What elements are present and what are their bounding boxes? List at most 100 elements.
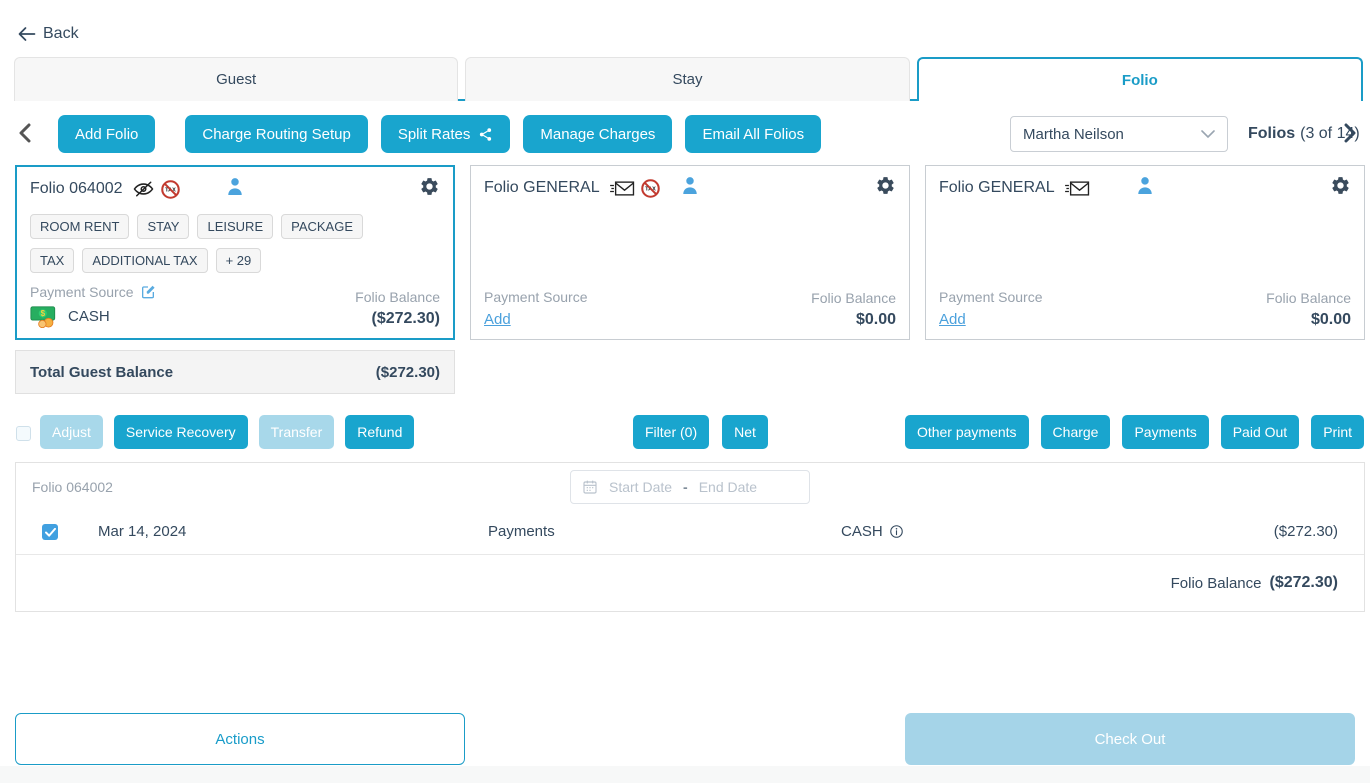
folio-tag: LEISURE — [197, 214, 274, 239]
folio-balance-label: Folio Balance — [1266, 290, 1351, 306]
gear-icon[interactable] — [419, 176, 440, 202]
folio-title: Folio GENERAL — [484, 179, 600, 196]
folio-tag: PACKAGE — [281, 214, 364, 239]
service-recovery-label: Service Recovery — [125, 424, 236, 440]
chevron-down-icon — [1201, 129, 1215, 139]
transaction-row[interactable]: Mar 14, 2024 Payments CASH ($272.30) — [16, 511, 1364, 555]
tab-folio[interactable]: Folio — [916, 57, 1363, 101]
manage-charges-button[interactable]: Manage Charges — [523, 115, 673, 153]
card-bottom-row: Payment Source Add Folio Balance $0.00 — [939, 289, 1351, 329]
folio-balance-label: Folio Balance — [811, 290, 896, 306]
add-payment-source-link[interactable]: Add — [484, 311, 511, 328]
print-button[interactable]: Print — [1311, 415, 1364, 449]
ops-center-group: Filter (0) Net — [633, 415, 768, 449]
payment-source-label: Payment Source — [939, 289, 1043, 305]
email-all-folios-button[interactable]: Email All Folios — [685, 115, 822, 153]
back-arrow-icon — [18, 26, 36, 42]
chevron-left-icon[interactable] — [18, 123, 32, 148]
table-folio-balance-value: ($272.30) — [1269, 574, 1339, 591]
edit-icon[interactable] — [140, 284, 156, 300]
share-icon — [478, 127, 493, 142]
filter-button[interactable]: Filter (0) — [633, 415, 710, 449]
service-recovery-button[interactable]: Service Recovery — [113, 415, 248, 449]
gear-icon[interactable] — [875, 175, 896, 201]
folio-title-icons — [1064, 180, 1090, 197]
total-guest-balance: Total Guest Balance ($272.30) — [15, 350, 455, 394]
row-checkbox-checked[interactable] — [42, 524, 58, 540]
cash-icon: $ — [30, 305, 60, 328]
payment-source-label: Payment Source — [30, 284, 134, 300]
transactions-panel: Folio 064002 Start Date - End Date Mar 1… — [15, 462, 1365, 612]
bottom-strip — [0, 766, 1370, 783]
folio-card-general-1[interactable]: Folio GENERAL TAX Paym — [470, 165, 910, 340]
adjust-button[interactable]: Adjust — [40, 415, 103, 449]
start-date-input[interactable]: Start Date — [609, 479, 673, 495]
date-range-picker[interactable]: Start Date - End Date — [570, 470, 810, 504]
folio-card-general-2[interactable]: Folio GENERAL Payment Source Add — [925, 165, 1365, 340]
transactions-footer: Folio Balance ($272.30) — [16, 555, 1364, 611]
folio-cards: Folio 064002 TAX ROOM RENT — [15, 165, 1365, 340]
card-title-row: Folio GENERAL TAX — [484, 176, 896, 200]
end-date-input[interactable]: End Date — [698, 479, 758, 495]
tab-stay[interactable]: Stay — [465, 57, 910, 101]
transactions-header: Folio 064002 Start Date - End Date — [16, 463, 1364, 511]
chevron-right-icon[interactable] — [1343, 123, 1357, 148]
guest-selector[interactable]: Martha Neilson — [1010, 116, 1228, 152]
actions-button[interactable]: Actions — [15, 713, 465, 765]
folio-toolbar: Add Folio Charge Routing Setup Split Rat… — [58, 115, 822, 153]
check-out-label: Check Out — [1094, 730, 1166, 748]
tab-folio-label: Folio — [1121, 71, 1158, 89]
card-bottom-row: Payment Source Add Folio Balance $0.00 — [484, 289, 896, 329]
charge-button[interactable]: Charge — [1040, 415, 1111, 449]
transfer-button[interactable]: Transfer — [258, 415, 335, 449]
charge-routing-setup-button[interactable]: Charge Routing Setup — [185, 115, 368, 153]
net-label: Net — [734, 424, 756, 440]
folio-title-icons: TAX — [132, 179, 180, 199]
folios-counter: Folios (3 of 14) — [1248, 116, 1360, 152]
payments-button[interactable]: Payments — [1122, 415, 1209, 449]
net-button[interactable]: Net — [722, 415, 768, 449]
charge-routing-label: Charge Routing Setup — [202, 125, 351, 143]
folio-tag: ADDITIONAL TAX — [82, 248, 208, 273]
tab-stay-label: Stay — [672, 71, 703, 88]
add-payment-source-link[interactable]: Add — [939, 311, 966, 328]
folio-balance-block: Folio Balance $0.00 — [811, 290, 896, 329]
split-rates-button[interactable]: Split Rates — [380, 115, 511, 153]
table-folio-balance-label: Folio Balance — [1170, 574, 1262, 592]
total-guest-balance-label: Total Guest Balance — [30, 363, 174, 381]
folio-balance-value: $0.00 — [1310, 311, 1351, 328]
folio-tag-list: ROOM RENT STAY LEISURE PACKAGE TAX ADDIT… — [30, 214, 370, 273]
back-button[interactable]: Back — [18, 25, 79, 43]
gear-icon[interactable] — [1330, 175, 1351, 201]
folio-tag-more[interactable]: + 29 — [215, 248, 262, 273]
no-tax-icon: TAX — [640, 178, 660, 198]
eye-off-icon — [132, 180, 155, 198]
other-payments-button[interactable]: Other payments — [904, 415, 1029, 449]
email-all-folios-label: Email All Folios — [702, 125, 805, 143]
guest-person-icon[interactable] — [1137, 176, 1154, 200]
guest-person-icon[interactable] — [682, 176, 699, 200]
date-separator: - — [683, 479, 688, 495]
payment-source-label: Payment Source — [484, 289, 588, 305]
info-icon[interactable] — [889, 524, 904, 539]
refund-button[interactable]: Refund — [345, 415, 415, 449]
add-folio-button[interactable]: Add Folio — [58, 115, 156, 153]
select-all-checkbox[interactable] — [16, 426, 31, 441]
tab-bar: Guest Stay Folio — [14, 57, 1363, 101]
check-out-button[interactable]: Check Out — [905, 713, 1355, 765]
tab-guest[interactable]: Guest — [14, 57, 459, 101]
other-payments-label: Other payments — [916, 424, 1017, 440]
card-bottom-row: Payment Source $ CASH Folio Balance — [30, 284, 440, 328]
folio-balance-value: $0.00 — [855, 311, 896, 328]
transactions-folio-label: Folio 064002 — [32, 479, 113, 495]
manage-charges-label: Manage Charges — [540, 125, 656, 143]
tab-guest-label: Guest — [216, 71, 257, 88]
folios-label: Folios — [1248, 125, 1296, 142]
paid-out-button[interactable]: Paid Out — [1220, 415, 1300, 449]
folios-count: (3 of 14) — [1300, 125, 1360, 142]
folio-balance-block: Folio Balance ($272.30) — [355, 289, 440, 328]
paid-out-label: Paid Out — [1232, 424, 1288, 440]
guest-person-icon[interactable] — [227, 177, 244, 201]
folio-card-064002[interactable]: Folio 064002 TAX ROOM RENT — [15, 165, 455, 340]
